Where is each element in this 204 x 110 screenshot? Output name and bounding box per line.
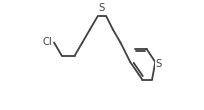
Text: Cl: Cl — [42, 37, 52, 47]
Text: S: S — [155, 59, 161, 69]
Text: S: S — [98, 3, 105, 13]
